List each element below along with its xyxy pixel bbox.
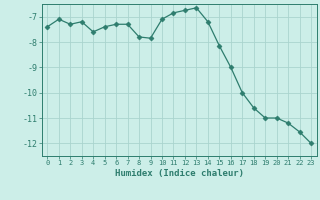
X-axis label: Humidex (Indice chaleur): Humidex (Indice chaleur) (115, 169, 244, 178)
